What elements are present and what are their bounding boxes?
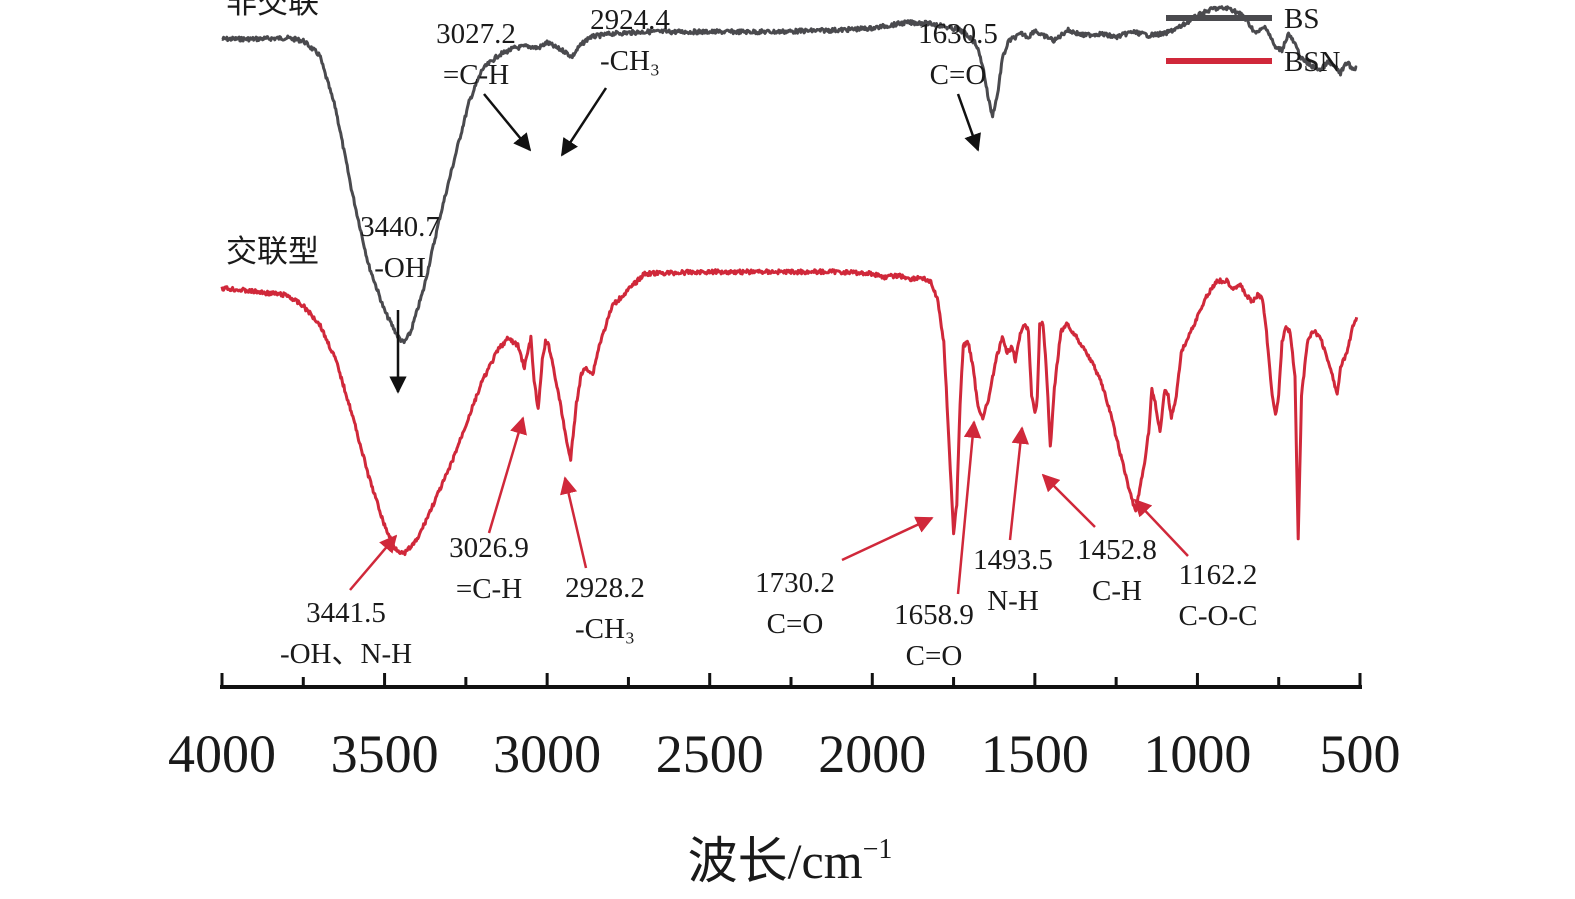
peak-arrow-bsn-1452	[1041, 473, 1096, 528]
peak-annotation-bs-2924: 2924.4 -CH₃	[590, 4, 670, 77]
x-tick-label: 1500	[981, 724, 1089, 784]
peak-arrow-bs-3027	[483, 93, 532, 152]
peak-annotation-bsn-1452: 1452.8 C-H	[1077, 534, 1157, 607]
peak-annotation-bsn-1162: 1162.2 C-O-C	[1179, 559, 1258, 632]
series-line-bs	[221, 5, 1358, 345]
peak-arrow-bsn-3441	[349, 534, 398, 591]
x-axis-label: 波长/cm−1	[688, 833, 893, 889]
peak-annotation-bsn-1730: 1730.2 C=O	[755, 567, 835, 640]
x-tick-label: 3500	[331, 724, 439, 784]
annotation-labels: 3440.7 -OH 3027.2 =C-H 2924.4 -CH₃ 1630.5 C=O 34…	[280, 4, 1258, 672]
series-line-bsn	[220, 268, 1359, 557]
series-group-label-bsn: 交联型	[226, 234, 319, 269]
annotation-arrows	[349, 87, 1189, 595]
peak-arrow-bsn-3026	[487, 416, 527, 534]
x-tick-label: 4000	[168, 724, 276, 784]
peak-annotation-bsn-1493: 1493.5 N-H	[973, 544, 1053, 617]
x-tick-label: 1000	[1143, 724, 1251, 784]
peak-arrow-bsn-2928	[560, 476, 588, 569]
x-tick-label: 500	[1320, 724, 1401, 784]
peak-arrow-bs-1630	[956, 93, 981, 152]
peak-annotation-bs-3027: 3027.2 =C-H	[436, 18, 516, 91]
legend-label-bsn: BSN	[1284, 46, 1340, 78]
series-group-label-bs: 非交联	[226, 0, 319, 20]
x-axis: 4000 3500 3000 2500 2000 1500 1000 500	[168, 673, 1401, 784]
peak-arrow-bsn-1493	[1008, 426, 1030, 541]
peak-annotation-bs-1630: 1630.5 C=O	[918, 18, 998, 91]
peak-annotation-bsn-3026: 3026.9 =C-H	[449, 532, 529, 605]
x-tick-label: 3000	[493, 724, 601, 784]
peak-annotation-bsn-1658: 1658.9 C=O	[894, 599, 974, 672]
peak-arrow-bsn-1162	[1133, 498, 1189, 557]
x-tick-label: 2500	[656, 724, 764, 784]
peak-arrow-bsn-1658	[956, 420, 982, 595]
legend-label-bs: BS	[1284, 3, 1319, 35]
x-tick-label: 2000	[818, 724, 926, 784]
peak-annotation-bsn-3441: 3441.5 -OH、N-H	[280, 597, 412, 670]
peak-arrow-bsn-1730	[841, 516, 934, 562]
peak-annotation-bsn-2928: 2928.2 -CH₃	[565, 572, 645, 645]
peak-arrow-bs-2924	[560, 87, 608, 157]
peak-annotation-bs-3440: 3440.7 -OH	[360, 211, 440, 284]
legend: BS BSN	[1166, 3, 1340, 78]
